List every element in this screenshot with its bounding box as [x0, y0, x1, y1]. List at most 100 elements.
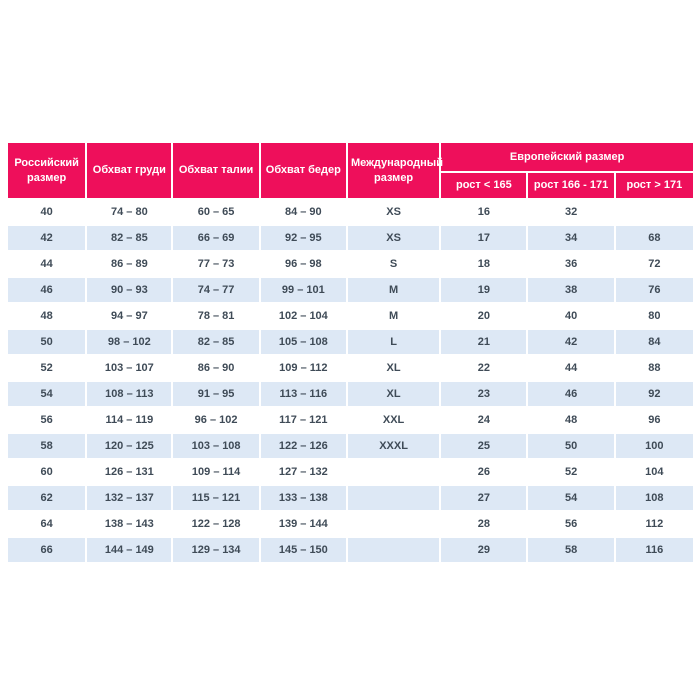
table-cell: 42	[528, 330, 614, 354]
table-cell: M	[347, 278, 440, 302]
table-cell: 72	[615, 252, 693, 276]
table-cell: 80	[615, 304, 693, 328]
table-cell: 66	[8, 538, 86, 562]
table-cell	[347, 538, 440, 562]
table-cell: 60 – 65	[173, 200, 259, 224]
table-cell: 18	[441, 252, 527, 276]
table-row: 58 120 – 125 103 – 108 122 – 126 XXXL 25 50 100	[8, 434, 693, 458]
col-header-waist-girth: Обхват талии	[173, 143, 259, 198]
table-cell: 46	[528, 382, 614, 406]
table-cell: 34	[528, 226, 614, 250]
table-cell: 92 – 95	[260, 226, 346, 250]
col-header-height-over-171: рост > 171	[615, 173, 693, 198]
table-cell: XL	[347, 356, 440, 380]
table-cell	[347, 460, 440, 484]
table-cell: 127 – 132	[260, 460, 346, 484]
table-row: 50 98 – 102 82 – 85 105 – 108 L 21 42 84	[8, 330, 693, 354]
size-table-header: Российский размер Обхват груди Обхват та…	[8, 143, 693, 198]
table-cell: 145 – 150	[260, 538, 346, 562]
table-cell: 77 – 73	[173, 252, 259, 276]
table-cell: 58	[8, 434, 86, 458]
table-cell: 42	[8, 226, 86, 250]
table-cell: 52	[528, 460, 614, 484]
table-cell: XS	[347, 200, 440, 224]
table-cell: 88	[615, 356, 693, 380]
table-cell: 98 – 102	[87, 330, 172, 354]
table-cell: 103 – 107	[87, 356, 172, 380]
table-cell: 105 – 108	[260, 330, 346, 354]
table-cell: 24	[441, 408, 527, 432]
table-cell: 86 – 89	[87, 252, 172, 276]
table-row: 48 94 – 97 78 – 81 102 – 104 M 20 40 80	[8, 304, 693, 328]
table-cell: 60	[8, 460, 86, 484]
table-cell: 48	[528, 408, 614, 432]
table-cell: 133 – 138	[260, 486, 346, 510]
table-cell	[347, 486, 440, 510]
table-cell: 20	[441, 304, 527, 328]
table-cell: 114 – 119	[87, 408, 172, 432]
col-header-chest-girth: Обхват груди	[87, 143, 172, 198]
col-header-european-size: Европейский размер	[441, 143, 693, 171]
table-cell: 108 – 113	[87, 382, 172, 406]
table-cell: 120 – 125	[87, 434, 172, 458]
table-cell: 116	[615, 538, 693, 562]
table-cell: 62	[8, 486, 86, 510]
table-cell: 56	[8, 408, 86, 432]
table-cell: 78 – 81	[173, 304, 259, 328]
table-cell: 74 – 77	[173, 278, 259, 302]
table-cell: 46	[8, 278, 86, 302]
table-cell: XXL	[347, 408, 440, 432]
table-cell: 23	[441, 382, 527, 406]
table-cell: 48	[8, 304, 86, 328]
table-cell: S	[347, 252, 440, 276]
table-cell: 40	[528, 304, 614, 328]
table-row: 40 74 – 80 60 – 65 84 – 90 XS 16 32	[8, 200, 693, 224]
table-cell: 86 – 90	[173, 356, 259, 380]
table-row: 62 132 – 137 115 – 121 133 – 138 27 54 108	[8, 486, 693, 510]
table-cell: 96 – 98	[260, 252, 346, 276]
table-cell: 99 – 101	[260, 278, 346, 302]
table-cell: 122 – 126	[260, 434, 346, 458]
table-cell: XL	[347, 382, 440, 406]
table-cell: 68	[615, 226, 693, 250]
col-header-international-size: Международный размер	[347, 143, 443, 198]
table-cell: 64	[8, 512, 86, 536]
table-cell: 54	[8, 382, 86, 406]
table-cell: 27	[441, 486, 527, 510]
table-cell: 82 – 85	[87, 226, 172, 250]
table-cell: 91 – 95	[173, 382, 259, 406]
table-cell: XXXL	[347, 434, 440, 458]
table-cell: 82 – 85	[173, 330, 259, 354]
table-row: 42 82 – 85 66 – 69 92 – 95 XS 17 34 68	[8, 226, 693, 250]
table-cell: 66 – 69	[173, 226, 259, 250]
table-cell: 54	[528, 486, 614, 510]
table-row: 46 90 – 93 74 – 77 99 – 101 M 19 38 76	[8, 278, 693, 302]
size-table-body: 40 74 – 80 60 – 65 84 – 90 XS 16 32 42 82 – 85 66…	[8, 200, 693, 562]
table-cell: 103 – 108	[173, 434, 259, 458]
table-cell: 129 – 134	[173, 538, 259, 562]
table-cell: 108	[615, 486, 693, 510]
table-cell: 21	[441, 330, 527, 354]
table-cell: 112	[615, 512, 693, 536]
table-cell: 40	[8, 200, 86, 224]
col-header-russian-size: Российский размер	[8, 143, 86, 198]
table-cell: 56	[528, 512, 614, 536]
table-cell: 52	[8, 356, 86, 380]
table-cell: 109 – 114	[173, 460, 259, 484]
table-cell: 139 – 144	[260, 512, 346, 536]
table-cell: 50	[8, 330, 86, 354]
table-row: 60 126 – 131 109 – 114 127 – 132 26 52 104	[8, 460, 693, 484]
table-cell: 26	[441, 460, 527, 484]
table-cell: XS	[347, 226, 440, 250]
table-cell: 84	[615, 330, 693, 354]
table-cell: 28	[441, 512, 527, 536]
table-cell: 94 – 97	[87, 304, 172, 328]
table-cell	[615, 200, 693, 224]
table-cell: 144 – 149	[87, 538, 172, 562]
table-cell: 25	[441, 434, 527, 458]
table-cell: 32	[528, 200, 614, 224]
table-cell: 96	[615, 408, 693, 432]
table-cell: 104	[615, 460, 693, 484]
table-cell: 126 – 131	[87, 460, 172, 484]
